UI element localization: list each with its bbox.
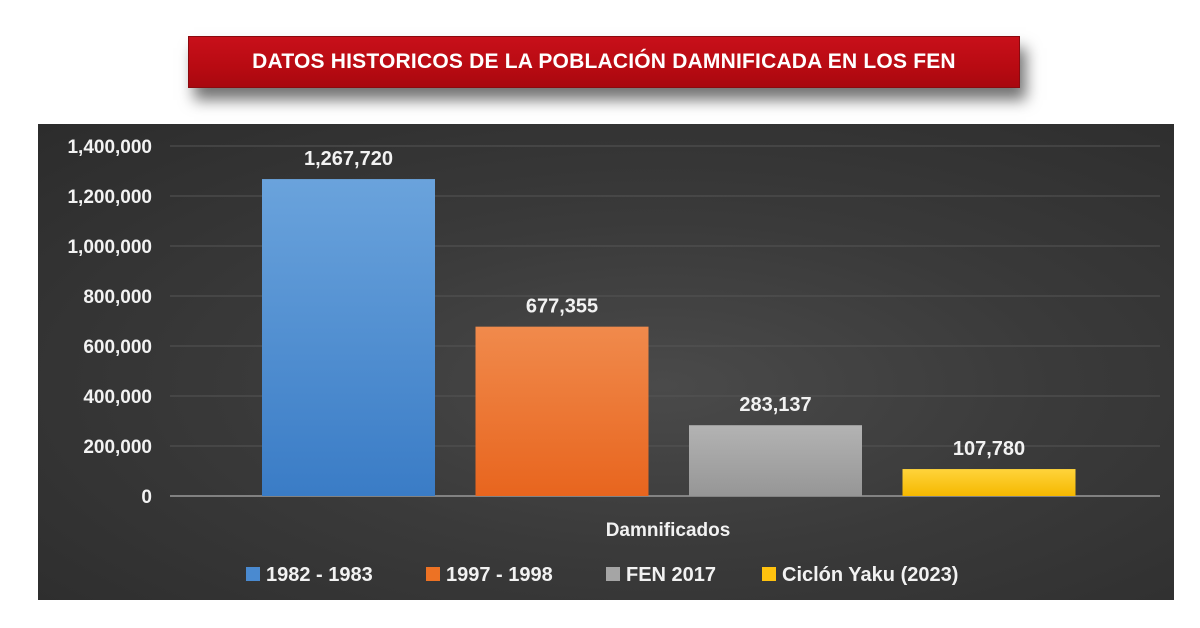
- legend-item-4: Ciclón Yaku (2023): [762, 564, 958, 586]
- y-tick-label: 0: [141, 487, 152, 508]
- y-tick-label: 400,000: [83, 387, 152, 408]
- legend-label: 1997 - 1998: [446, 564, 553, 586]
- y-tick-label: 200,000: [83, 437, 152, 458]
- bars: [262, 179, 1076, 496]
- legend-swatch: [246, 567, 260, 581]
- legend-label: FEN 2017: [626, 564, 716, 586]
- y-axis-ticks: 0 200,000 400,000 600,000 800,000 1,000,000 1,…: [67, 137, 152, 508]
- y-tick-label: 800,000: [83, 287, 152, 308]
- bar-4: [902, 469, 1076, 496]
- chart-title-banner: DATOS HISTORICOS DE LA POBLACIÓN DAMNIFI…: [188, 36, 1020, 88]
- y-tick-label: 1,200,000: [67, 187, 152, 208]
- bar-2: [475, 326, 649, 496]
- data-labels: 1,267,720 677,355 283,137 107,780: [304, 148, 1025, 460]
- legend-swatch: [762, 567, 776, 581]
- y-tick-label: 1,000,000: [67, 237, 152, 258]
- bar-1: [262, 179, 435, 496]
- legend-item-3: FEN 2017: [606, 564, 716, 586]
- legend-label: Ciclón Yaku (2023): [782, 564, 958, 586]
- x-axis-label: Damnificados: [606, 520, 731, 541]
- legend-label: 1982 - 1983: [266, 564, 373, 586]
- legend: 1982 - 1983 1997 - 1998 FEN 2017 Ciclón Yak…: [246, 564, 958, 586]
- legend-item-1: 1982 - 1983: [246, 564, 373, 586]
- data-label-1: 1,267,720: [304, 148, 393, 170]
- legend-item-2: 1997 - 1998: [426, 564, 553, 586]
- data-label-2: 677,355: [526, 296, 598, 318]
- chart-title: DATOS HISTORICOS DE LA POBLACIÓN DAMNIFI…: [252, 50, 956, 73]
- legend-swatch: [426, 567, 440, 581]
- data-label-4: 107,780: [953, 438, 1025, 460]
- chart-panel: 0 200,000 400,000 600,000 800,000 1,000,000 1,…: [38, 124, 1174, 600]
- data-label-3: 283,137: [739, 394, 811, 416]
- y-tick-label: 1,400,000: [67, 137, 152, 158]
- bar-3: [689, 425, 862, 496]
- bar-chart: 0 200,000 400,000 600,000 800,000 1,000,000 1,…: [67, 137, 1160, 586]
- y-tick-label: 600,000: [83, 337, 152, 358]
- legend-swatch: [606, 567, 620, 581]
